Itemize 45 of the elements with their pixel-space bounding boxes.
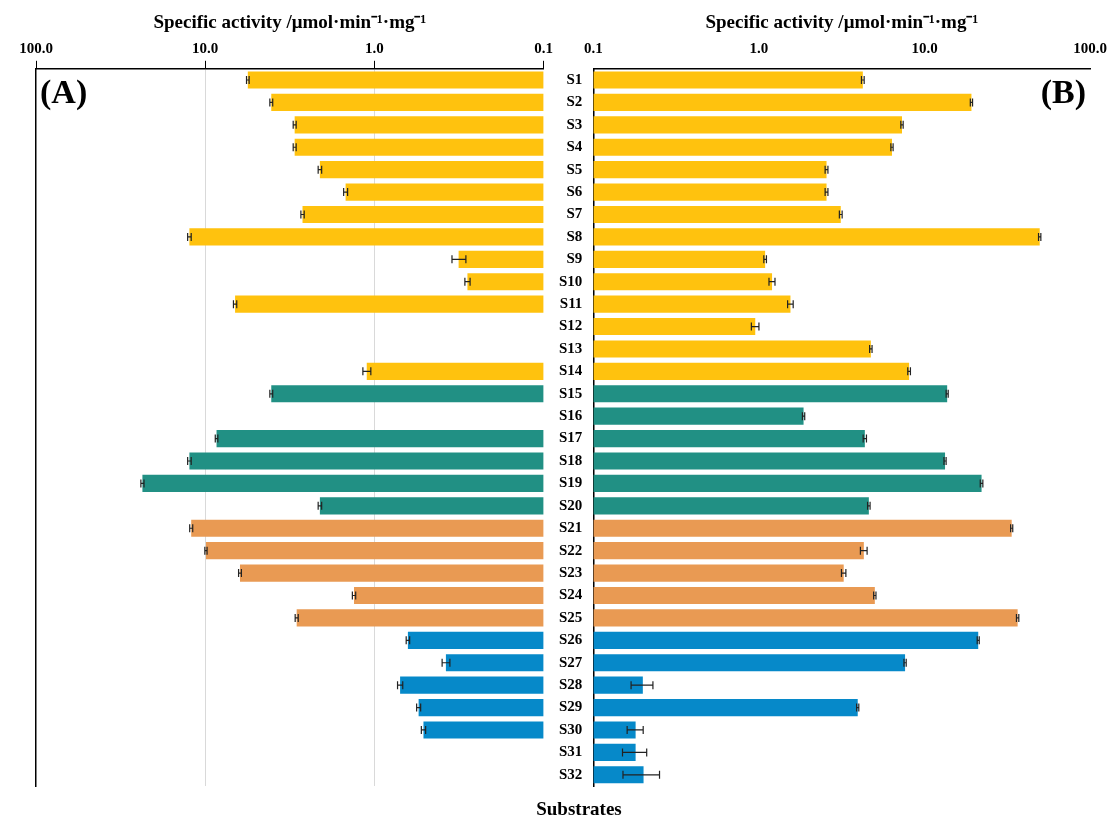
y-tick-label: S26 [559, 631, 583, 648]
y-tick-label: S7 [566, 205, 583, 222]
y-tick-label: S17 [559, 429, 583, 446]
x-tick-label: 100.0 [19, 39, 53, 56]
x-tick-label: 1.0 [749, 39, 769, 56]
y-tick-label: S4 [566, 138, 583, 155]
y-tick-label: S14 [559, 362, 583, 379]
y-tick-label: S1 [566, 70, 583, 87]
x-axis-title: Specific activity /μmol·min⁻¹·mg⁻¹ [705, 11, 979, 33]
y-tick-label: S5 [566, 160, 583, 177]
y-tick-label: S10 [559, 272, 583, 289]
y-tick-label: S32 [559, 765, 583, 782]
y-tick-label: S6 [566, 182, 583, 199]
y-tick-label: S11 [559, 295, 583, 312]
x-axis-title: Specific activity /μmol·min⁻¹·mg⁻¹ [153, 11, 427, 33]
y-axis-title: Substrates [535, 798, 623, 820]
y-tick-label: S16 [559, 407, 583, 424]
y-tick-label: S2 [566, 93, 583, 110]
y-tick-label: S30 [559, 720, 583, 737]
x-tick-label: 10.0 [192, 39, 219, 56]
y-tick-label: S29 [559, 698, 583, 715]
annotation: (B) [1040, 72, 1087, 111]
y-tick-label: S12 [559, 317, 583, 334]
y-tick-label: S13 [559, 339, 583, 356]
y-tick-label: S23 [559, 563, 583, 580]
y-tick-label: S21 [559, 519, 583, 536]
y-tick-label: S8 [566, 227, 583, 244]
y-tick-label: S27 [559, 653, 583, 670]
x-tick-label: 0.1 [534, 39, 553, 56]
y-tick-label: S25 [559, 608, 583, 625]
y-tick-label: S19 [559, 474, 583, 491]
x-tick-label: 10.0 [911, 39, 938, 56]
x-tick-label: 0.1 [583, 39, 603, 56]
y-tick-label: S31 [559, 743, 583, 760]
y-tick-label: S22 [559, 541, 583, 558]
y-tick-label: S18 [559, 451, 583, 468]
y-tick-label: S15 [559, 384, 583, 401]
annotation: (A) [40, 72, 88, 111]
y-tick-label: S24 [559, 586, 583, 603]
y-tick-label: S20 [559, 496, 583, 513]
x-tick-label: 1.0 [365, 39, 384, 56]
y-tick-label: S9 [566, 250, 583, 267]
y-tick-label: S3 [566, 115, 583, 132]
x-tick-label: 100.0 [1073, 39, 1107, 56]
y-tick-label: S28 [559, 676, 583, 693]
